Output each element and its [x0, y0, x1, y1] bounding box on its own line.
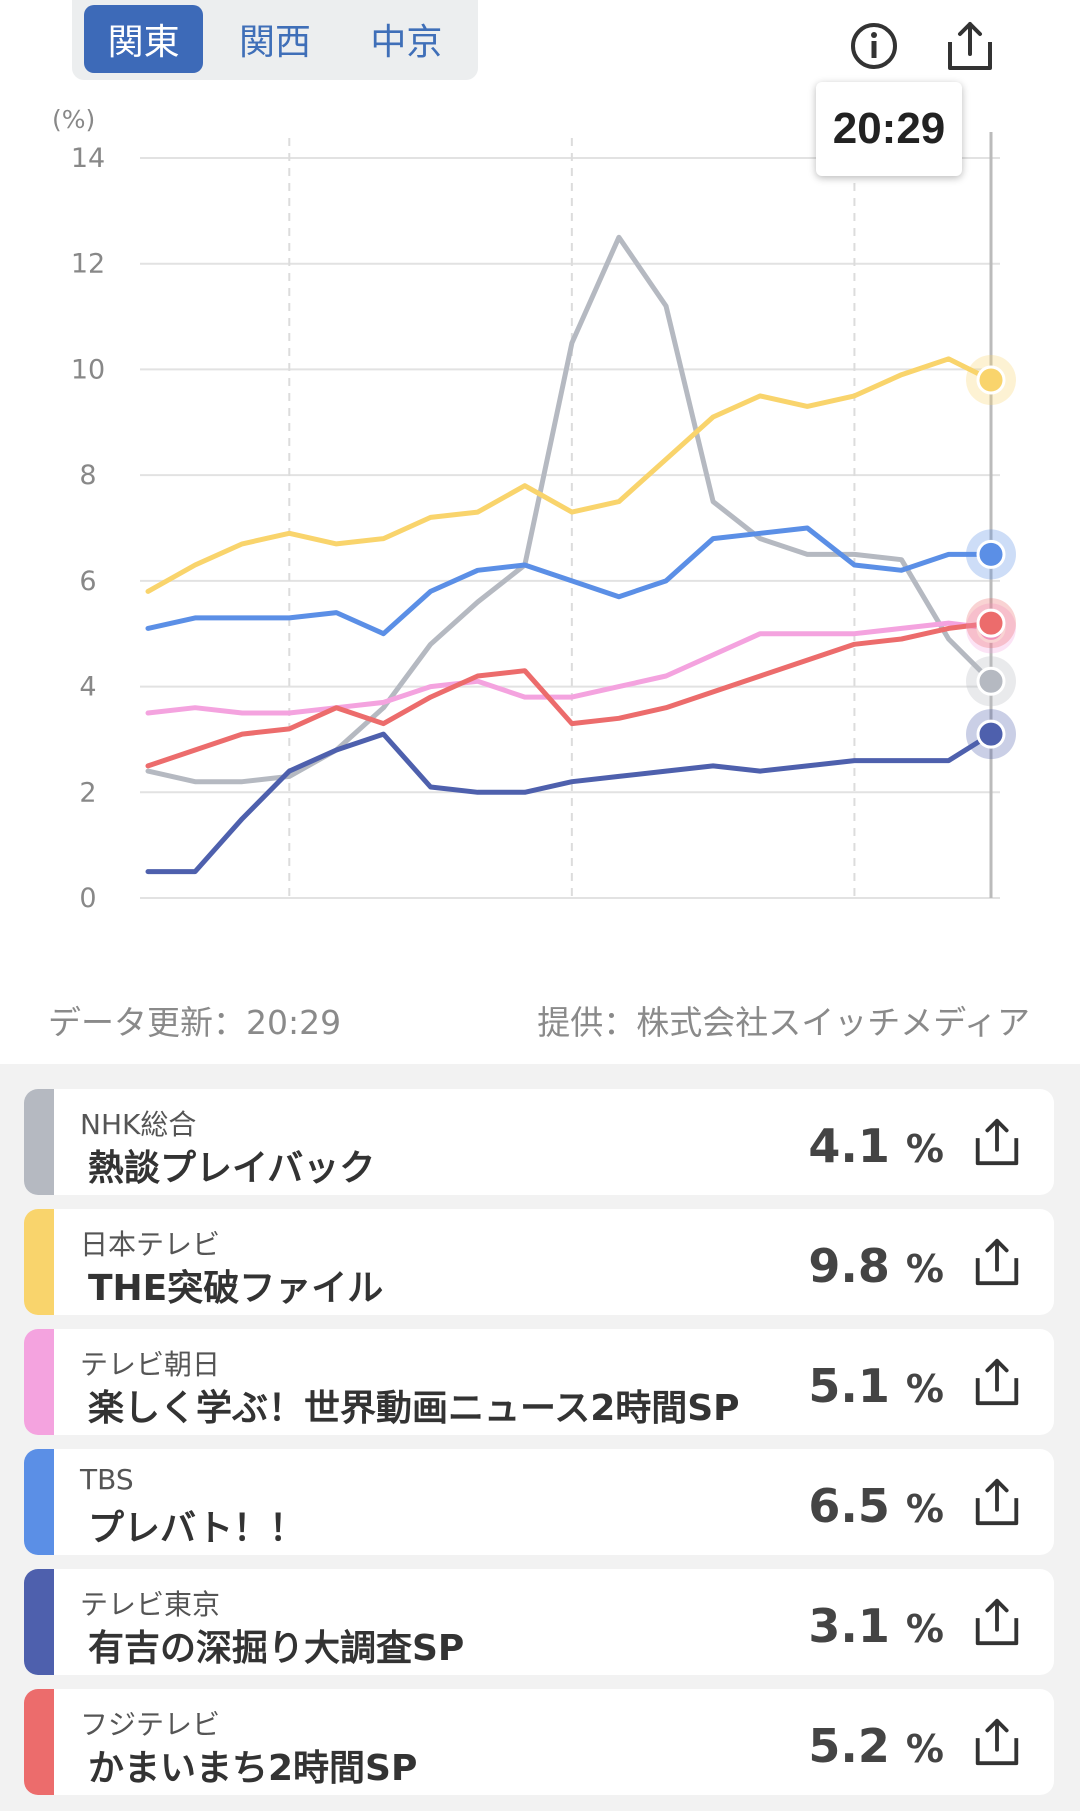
y-tick-label: 8 [79, 460, 96, 491]
rating-number: 5.1 [808, 1359, 890, 1413]
rating-value: 9.8% [808, 1239, 944, 1293]
program-card[interactable]: テレビ東京有吉の深掘り大調査SP 3.1% [24, 1569, 1054, 1675]
y-tick-label: 0 [79, 883, 96, 914]
rating-number: 9.8 [808, 1239, 890, 1293]
share-icon[interactable] [970, 1595, 1024, 1649]
y-tick-label: 10 [71, 354, 105, 385]
x-tick-label: 19:00 [533, 948, 611, 950]
share-icon[interactable] [970, 1235, 1024, 1289]
tab-kanto[interactable]: 関東 [84, 5, 204, 73]
channel-color-bar [24, 1449, 54, 1555]
channel-color-bar [24, 1329, 54, 1435]
program-card[interactable]: フジテレビかまいまち2時間SP 5.2% [24, 1689, 1054, 1795]
series-line [145, 620, 994, 716]
rating-unit: % [905, 1127, 944, 1171]
series-end-dot[interactable] [976, 719, 1006, 749]
x-tick-label: 20:00 [816, 948, 894, 950]
rating-value: 6.5% [808, 1479, 944, 1533]
series-line [145, 731, 994, 875]
rating-unit: % [905, 1727, 944, 1771]
series-end-dot[interactable] [976, 365, 1006, 395]
program-card[interactable]: 日本テレビ THE突破ファイル 9.8% [24, 1209, 1054, 1315]
series-end-dot[interactable] [976, 666, 1006, 696]
rating-number: 5.2 [808, 1719, 890, 1773]
time-tooltip: 20:29 [816, 82, 962, 176]
channel-color-bar [24, 1209, 54, 1315]
share-icon[interactable] [942, 18, 998, 74]
rating-unit: % [905, 1247, 944, 1291]
channel-name: NHK総合 [80, 1108, 197, 1141]
y-axis-unit: (%) [52, 105, 95, 134]
x-tick-label: 18:00 [250, 948, 328, 950]
program-title: THE突破ファイル [88, 1268, 384, 1309]
channel-name: 日本テレビ [80, 1228, 221, 1261]
program-card[interactable]: TBS プレバト！！ 6.5% [24, 1449, 1054, 1555]
rating-value: 5.2% [808, 1719, 944, 1773]
share-icon[interactable] [970, 1355, 1024, 1409]
info-icon[interactable] [846, 18, 902, 74]
rating-value: 5.1% [808, 1359, 944, 1413]
share-icon[interactable] [970, 1115, 1024, 1169]
region-tabs: 関東 関西 中京 [72, 0, 478, 80]
series-line [145, 234, 994, 785]
channel-name: TBS [80, 1463, 134, 1496]
data-provider: 提供：株式会社スイッチメディア [537, 1003, 1030, 1042]
series-end-dot[interactable] [976, 539, 1006, 569]
rating-value: 4.1% [808, 1119, 944, 1173]
y-tick-label: 14 [71, 143, 105, 174]
program-card[interactable]: NHK総合熱談プレイバック 4.1% [24, 1089, 1054, 1195]
series-end-dot[interactable] [976, 608, 1006, 638]
share-icon[interactable] [970, 1475, 1024, 1529]
channel-name: テレビ東京 [80, 1588, 221, 1621]
channel-name: テレビ朝日 [80, 1348, 221, 1381]
program-title: プレバト！！ [88, 1508, 306, 1549]
tab-kansai[interactable]: 関西 [238, 22, 311, 63]
tab-chukyo[interactable]: 中京 [370, 22, 443, 63]
rating-number: 4.1 [808, 1119, 890, 1173]
rating-value: 3.1% [808, 1599, 944, 1653]
rating-number: 3.1 [808, 1599, 890, 1653]
rating-unit: % [905, 1607, 944, 1651]
program-title: 楽しく学ぶ！世界動画ニュース2時間SP [88, 1388, 740, 1429]
rating-unit: % [905, 1487, 944, 1531]
ratings-chart: 0 2 4 6 8 10 12 14 18:00 19:00 20:00 (%) 20:29 [0, 82, 1080, 979]
series-line [145, 356, 994, 594]
channel-color-bar [24, 1089, 54, 1195]
ratings-chart-svg: 0 2 4 6 8 10 12 14 18:00 19:00 20:00 (%) [52, 105, 1016, 979]
rating-number: 6.5 [808, 1479, 890, 1533]
program-title: 熱談プレイバック [88, 1148, 376, 1189]
y-tick-label: 4 [79, 672, 96, 703]
program-title: かまいまち2時間SP [88, 1748, 418, 1789]
y-tick-label: 12 [71, 249, 105, 280]
y-tick-label: 6 [79, 566, 96, 597]
channel-color-bar [24, 1569, 54, 1675]
share-icon[interactable] [970, 1715, 1024, 1769]
series-line [145, 620, 994, 769]
channel-name: フジテレビ [80, 1708, 221, 1741]
data-updated: データ更新：20:29 [48, 1003, 342, 1042]
program-card[interactable]: テレビ朝日楽しく学ぶ！世界動画ニュース2時間SP 5.1% [24, 1329, 1054, 1435]
y-tick-label: 2 [79, 777, 96, 808]
rating-unit: % [905, 1367, 944, 1411]
channel-color-bar [24, 1689, 54, 1795]
program-title: 有吉の深掘り大調査SP [88, 1628, 465, 1669]
series-line [145, 525, 994, 637]
